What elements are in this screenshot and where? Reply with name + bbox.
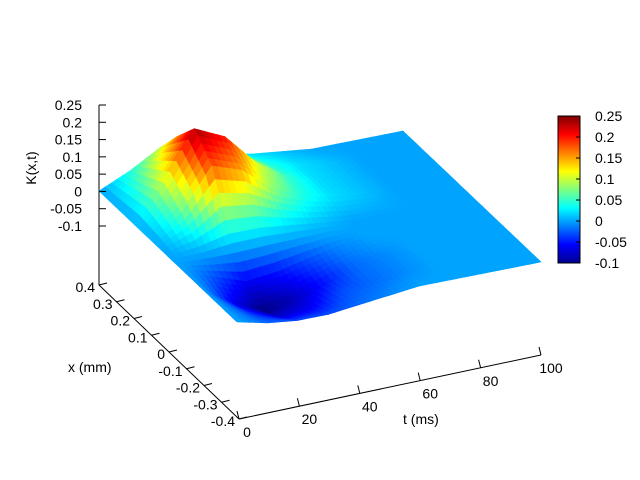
z-tick-label: 0.1 bbox=[63, 149, 83, 165]
x-tick-label: -0.2 bbox=[176, 380, 200, 396]
t-axis-ticks: 0 20 40 60 80 100 bbox=[236, 346, 563, 440]
x-tick-mark bbox=[133, 316, 143, 319]
x-tick-label: 0.1 bbox=[128, 329, 148, 345]
x-tick-mark bbox=[221, 399, 230, 403]
surface-patch bbox=[232, 318, 244, 323]
z-tick-label: 0.25 bbox=[55, 97, 82, 113]
t-tick-mark bbox=[236, 410, 240, 420]
colorbar-ticks: 0.25 0.2 0.15 0.1 0.05 0 -0.05 -0.1 bbox=[576, 108, 627, 271]
t-tick-label: 60 bbox=[422, 386, 438, 402]
t-tick-mark bbox=[357, 385, 361, 394]
x-tick-mark bbox=[168, 349, 178, 353]
colorbar-tick-label: -0.1 bbox=[595, 255, 619, 271]
z-tick-label: 0 bbox=[74, 183, 82, 199]
x-tick-mark bbox=[238, 416, 248, 420]
t-tick-mark bbox=[417, 372, 421, 381]
x-axis-ticks: 0.40.30.20.1 0-0.1-0.2-0.3-0.4 bbox=[76, 279, 248, 429]
colorbar-tick-label: 0.25 bbox=[595, 108, 622, 124]
x-tick-mark bbox=[116, 299, 125, 303]
x-tick-mark bbox=[186, 366, 195, 370]
x-tick-label: 0.2 bbox=[111, 313, 131, 329]
t-tick-mark bbox=[478, 359, 482, 368]
x-tick-label: 0.4 bbox=[76, 279, 96, 295]
z-tick-label: 0.15 bbox=[55, 132, 82, 148]
z-tick-label: -0.05 bbox=[50, 201, 82, 217]
x-tick-label: -0.1 bbox=[158, 363, 182, 379]
x-tick-mark bbox=[98, 282, 108, 286]
t-tick-label: 100 bbox=[539, 360, 563, 376]
t-tick-mark bbox=[296, 398, 300, 407]
t-axis-line bbox=[238, 354, 542, 420]
z-tick-label: 0.05 bbox=[55, 166, 82, 182]
surface bbox=[98, 128, 542, 324]
z-tick-label: -0.1 bbox=[58, 218, 82, 234]
t-tick-label: 0 bbox=[243, 424, 251, 440]
colorbar-tick-label: -0.05 bbox=[595, 234, 627, 250]
x-axis-label: x (mm) bbox=[68, 359, 112, 375]
t-tick-label: 40 bbox=[362, 398, 378, 414]
x-tick-label: 0.3 bbox=[93, 296, 113, 312]
z-axis-ticks: 0.250.2 0.150.10.050 -0.05-0.1 bbox=[50, 97, 106, 234]
t-tick-label: 20 bbox=[302, 411, 318, 427]
t-tick-mark bbox=[538, 346, 542, 356]
colorbar bbox=[557, 115, 581, 264]
z-tick-label: 0.2 bbox=[63, 114, 83, 130]
colorbar-tick-label: 0 bbox=[595, 213, 603, 229]
x-tick-label: -0.4 bbox=[211, 413, 235, 429]
x-tick-mark bbox=[151, 332, 160, 336]
x-tick-label: 0 bbox=[157, 346, 165, 362]
colorbar-tick-label: 0.1 bbox=[595, 171, 615, 187]
colorbar-tick-label: 0.15 bbox=[595, 150, 622, 166]
x-tick-label: -0.3 bbox=[193, 396, 217, 412]
colorbar-tick-label: 0.2 bbox=[595, 129, 615, 145]
colorbar-tick-label: 0.05 bbox=[595, 192, 622, 208]
x-tick-mark bbox=[203, 383, 213, 386]
z-axis-label: K(x,t) bbox=[23, 151, 39, 184]
t-tick-label: 80 bbox=[483, 373, 499, 389]
t-axis-label: t (ms) bbox=[403, 411, 439, 427]
